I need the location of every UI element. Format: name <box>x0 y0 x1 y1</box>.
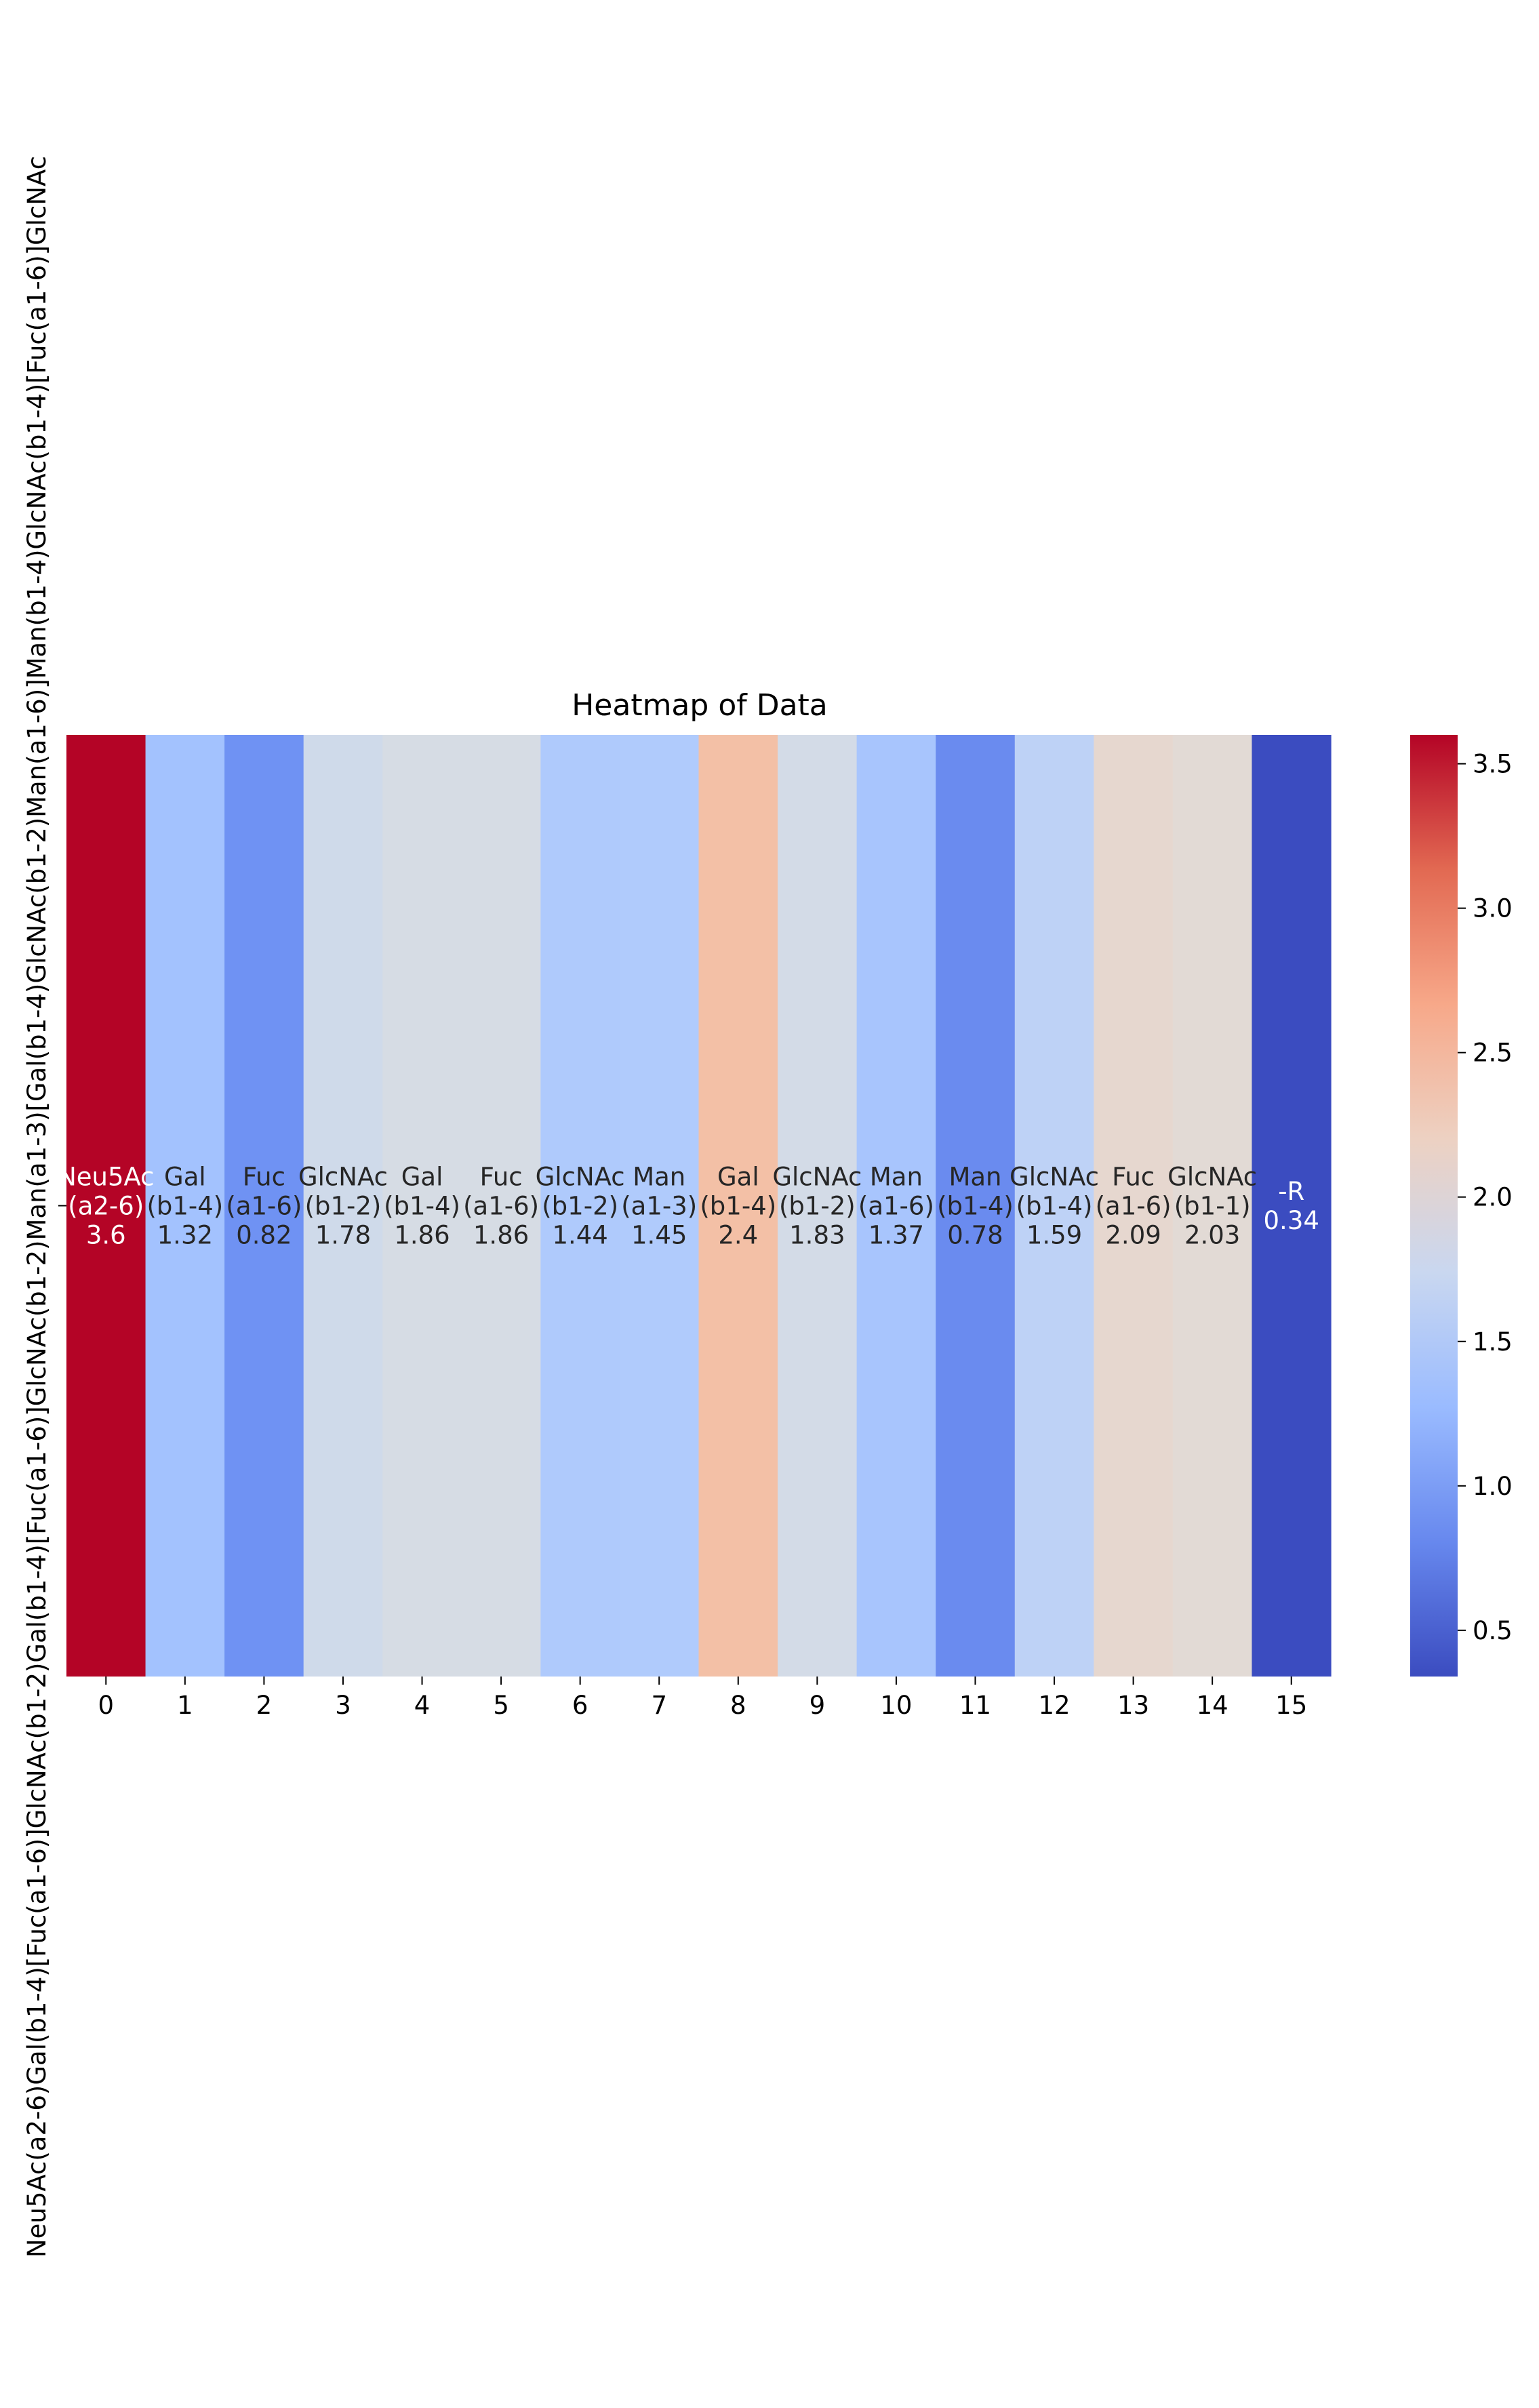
cell-10-value-label: 1.37 <box>868 1221 924 1250</box>
heatmap-cell-10 <box>856 735 936 1677</box>
cell-11-value-label: 0.78 <box>947 1221 1003 1250</box>
cell-14-value-label: 2.03 <box>1184 1221 1240 1250</box>
x-tick-label-0: 0 <box>98 1691 115 1720</box>
cell-10-linkage-label: (a1-6) <box>858 1192 934 1221</box>
colorbar-tick-label-0: 0.5 <box>1473 1616 1513 1645</box>
cell-3-value-label: 1.78 <box>315 1221 371 1250</box>
x-tick-label-4: 4 <box>414 1691 431 1720</box>
x-tick-label-5: 5 <box>493 1691 509 1720</box>
y-axis-row-label: Neu5Ac(a2-6)Gal(b1-4)[Fuc(a1-6)]GlcNAc(b… <box>22 156 52 2258</box>
heatmap-cell-9 <box>778 735 858 1677</box>
cell-14-residue-label: GlcNAc <box>1167 1163 1257 1192</box>
cell-4-linkage-label: (b1-4) <box>384 1192 460 1221</box>
cell-1-linkage-label: (b1-4) <box>146 1192 223 1221</box>
cell-13-linkage-label: (a1-6) <box>1096 1192 1172 1221</box>
x-tick-label-15: 15 <box>1275 1691 1307 1720</box>
cell-6-residue-label: GlcNAc <box>536 1163 625 1192</box>
x-tick-label-9: 9 <box>810 1691 826 1720</box>
cell-9-linkage-label: (b1-2) <box>779 1192 856 1221</box>
cell-2-residue-label: Fuc <box>243 1163 285 1192</box>
colorbar-tick-label-1: 1.0 <box>1473 1472 1513 1501</box>
cell-15-value-label: 0.34 <box>1264 1206 1319 1235</box>
cell-6-value-label: 1.44 <box>552 1221 607 1250</box>
x-tick-label-3: 3 <box>335 1691 351 1720</box>
cell-13-residue-label: Fuc <box>1112 1163 1155 1192</box>
heatmap-annotations: Neu5Ac(a2-6)3.6Gal(b1-4)1.32Fuc(a1-6)0.8… <box>58 1163 1319 1250</box>
heatmap-cell-6 <box>540 735 620 1677</box>
cell-9-residue-label: GlcNAc <box>772 1163 862 1192</box>
cell-12-linkage-label: (b1-4) <box>1016 1192 1093 1221</box>
heatmap-cell-0 <box>66 735 146 1677</box>
colorbar-gradient <box>1410 735 1458 1677</box>
heatmap-cell-4 <box>382 735 462 1677</box>
heatmap-cell-2 <box>224 735 304 1677</box>
cell-11-linkage-label: (b1-4) <box>937 1192 1014 1221</box>
colorbar-tick-label-2: 1.5 <box>1473 1327 1513 1357</box>
cell-4-residue-label: Gal <box>401 1163 443 1192</box>
cell-7-residue-label: Man <box>633 1163 685 1192</box>
heatmap-cell-3 <box>303 735 383 1677</box>
heatmap-cells <box>66 735 1332 1677</box>
cell-3-linkage-label: (b1-2) <box>305 1192 382 1221</box>
cell-13-value-label: 2.09 <box>1105 1221 1161 1250</box>
heatmap-cell-8 <box>698 735 778 1677</box>
heatmap-cell-14 <box>1172 735 1253 1677</box>
x-tick-label-2: 2 <box>256 1691 273 1720</box>
colorbar-tick-label-5: 3.0 <box>1473 894 1513 923</box>
heatmap-cell-1 <box>145 735 225 1677</box>
x-tick-label-7: 7 <box>651 1691 667 1720</box>
cell-10-residue-label: Man <box>870 1163 923 1192</box>
cell-0-value-label: 3.6 <box>86 1221 126 1250</box>
x-tick-label-13: 13 <box>1117 1691 1149 1720</box>
colorbar: 0.5 1.0 1.5 2.0 2.5 3.0 3.5 <box>1410 735 1513 1677</box>
cell-6-linkage-label: (b1-2) <box>542 1192 618 1221</box>
cell-8-residue-label: Gal <box>717 1163 759 1192</box>
chart-title: Heatmap of Data <box>572 688 828 723</box>
x-tick-label-8: 8 <box>730 1691 746 1720</box>
cell-4-value-label: 1.86 <box>394 1221 449 1250</box>
heatmap-cell-12 <box>1014 735 1094 1677</box>
cell-5-value-label: 1.86 <box>473 1221 529 1250</box>
x-tick-label-6: 6 <box>572 1691 588 1720</box>
cell-15-residue-label: -R <box>1278 1177 1304 1206</box>
cell-5-residue-label: Fuc <box>480 1163 523 1192</box>
x-tick-label-10: 10 <box>880 1691 912 1720</box>
cell-14-linkage-label: (b1-1) <box>1174 1192 1251 1221</box>
cell-1-value-label: 1.32 <box>157 1221 213 1250</box>
heatmap-cell-13 <box>1094 735 1174 1677</box>
cell-12-residue-label: GlcNAc <box>1010 1163 1099 1192</box>
cell-0-residue-label: Neu5Ac <box>58 1163 154 1192</box>
colorbar-tick-label-6: 3.5 <box>1473 750 1513 779</box>
cell-8-linkage-label: (b1-4) <box>700 1192 776 1221</box>
colorbar-tick-label-3: 2.0 <box>1473 1183 1513 1212</box>
cell-9-value-label: 1.83 <box>789 1221 845 1250</box>
heatmap-cell-11 <box>936 735 1016 1677</box>
x-tick-label-14: 14 <box>1197 1691 1228 1720</box>
cell-5-linkage-label: (a1-6) <box>463 1192 539 1221</box>
heatmap-cell-7 <box>619 735 700 1677</box>
cell-12-value-label: 1.59 <box>1026 1221 1082 1250</box>
x-axis-ticks: 0 1 2 3 4 5 6 7 8 9 10 11 12 13 14 15 <box>98 1677 1307 1720</box>
cell-3-residue-label: GlcNAc <box>298 1163 388 1192</box>
cell-0-linkage-label: (a2-6) <box>68 1192 144 1221</box>
x-tick-label-11: 11 <box>959 1691 991 1720</box>
heatmap-cell-5 <box>461 735 541 1677</box>
cell-11-residue-label: Man <box>948 1163 1001 1192</box>
x-tick-label-1: 1 <box>177 1691 193 1720</box>
cell-8-value-label: 2.4 <box>718 1221 758 1250</box>
cell-1-residue-label: Gal <box>164 1163 206 1192</box>
heatmap-cell-15 <box>1252 735 1332 1677</box>
colorbar-tick-label-4: 2.5 <box>1473 1039 1513 1068</box>
cell-7-value-label: 1.45 <box>631 1221 687 1250</box>
cell-2-value-label: 0.82 <box>236 1221 292 1250</box>
cell-7-linkage-label: (a1-3) <box>621 1192 697 1221</box>
cell-2-linkage-label: (a1-6) <box>226 1192 302 1221</box>
x-tick-label-12: 12 <box>1038 1691 1070 1720</box>
